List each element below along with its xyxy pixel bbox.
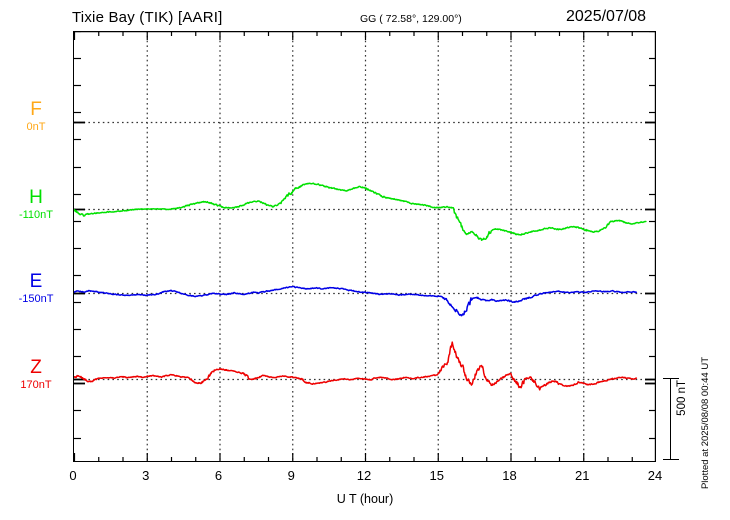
component-value-e: -150nT [18, 293, 54, 305]
station-title: Tixie Bay (TIK) [AARI] [72, 9, 223, 26]
x-tick-label: 0 [69, 468, 77, 483]
x-tick-label: 12 [356, 468, 372, 483]
geographic-coordinates: GG ( 72.58°, 129.00°) [360, 13, 462, 25]
vertical-gridlines [146, 31, 585, 462]
x-axis-title: U T (hour) [336, 492, 394, 506]
component-letter-z: Z [30, 357, 42, 378]
observation-date: 2025/07/08 [566, 8, 647, 25]
x-tick-label: 6 [214, 468, 223, 483]
plot-frame [73, 31, 656, 462]
plotted-at-stamp: Plotted at 2025/08/08 00:44 UT [700, 357, 711, 490]
x-tick-label: 18 [502, 468, 517, 483]
x-tick-label: 21 [575, 468, 590, 483]
data-traces [74, 182, 647, 391]
x-tick-label: 15 [429, 468, 444, 483]
scale-bar-label: 500 nT [676, 380, 688, 416]
component-letter-h: H [29, 187, 43, 208]
component-value-h: -110nT [18, 209, 54, 221]
component-value-z: 170nT [20, 379, 52, 391]
component-label-z: Z 170nT [4, 358, 68, 392]
component-letter-e: E [29, 271, 43, 292]
component-label-h: H -110nT [4, 188, 68, 222]
x-axis-ticks [74, 31, 656, 462]
component-label-e: E -150nT [4, 272, 68, 306]
x-axis-tick-labels: 0 3 6 9 12 15 18 21 24 [69, 468, 662, 488]
x-tick-label: 9 [287, 468, 295, 483]
component-value-f: 0nT [26, 121, 46, 133]
scale-bar [662, 376, 680, 462]
magnetogram-plot [74, 31, 656, 462]
x-tick-label: 24 [647, 468, 663, 483]
x-tick-label: 3 [142, 468, 150, 483]
component-label-f: F 0nT [4, 100, 68, 134]
component-letter-f: F [30, 99, 42, 120]
y-axis-ticks [74, 31, 656, 440]
